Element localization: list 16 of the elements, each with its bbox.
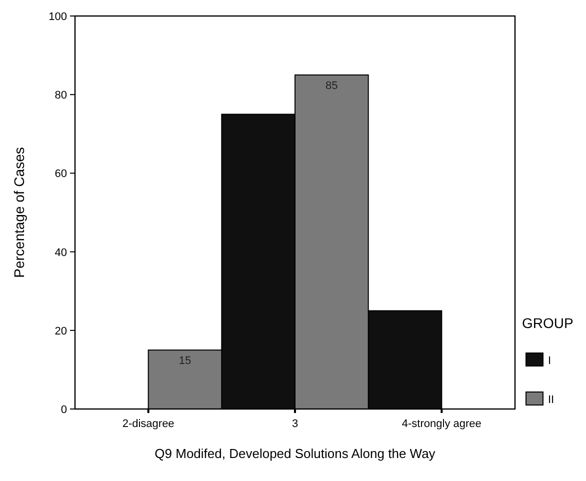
x-tick-label: 2-disagree [122,418,174,430]
y-tick-label: 60 [54,168,67,180]
y-tick-label: 80 [54,90,67,102]
data-label: 15 [178,355,192,368]
legend-title: GROUP [522,315,574,331]
x-tick-label: 3 [292,418,298,430]
y-tick-label: 100 [48,11,67,23]
y-tick-label: 0 [60,404,67,416]
legend-label: I [548,355,552,367]
y-tick-label: 20 [54,325,67,338]
data-label: 85 [326,80,338,92]
x-axis-title: Q9 Modifed, Developed Solutions Along the Way [154,446,436,461]
x-tick-label: 4-strongly agree [402,418,482,430]
legend-label: II [548,394,554,406]
y-tick-label: 40 [54,246,67,259]
y-axis-title: Percentage of Cases [11,147,27,278]
